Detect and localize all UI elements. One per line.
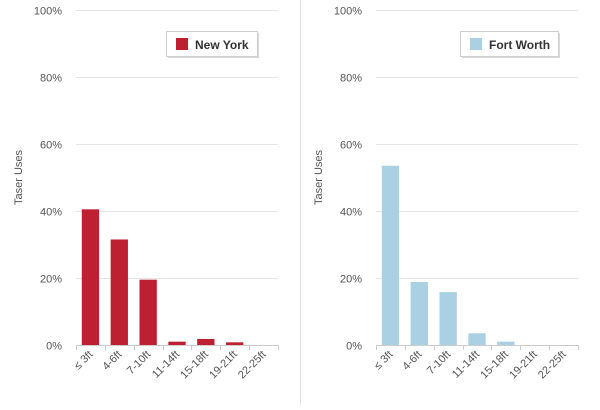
y-tick-label: 20%	[40, 274, 62, 286]
legend: Fort Worth	[460, 31, 560, 58]
x-tick-label: 22-25ft	[536, 349, 569, 382]
bar-2	[110, 239, 128, 345]
bar-2	[410, 282, 428, 345]
y-tick-label: 40%	[40, 207, 62, 219]
x-tick-label: 15-18ft	[478, 349, 511, 382]
y-tick-label: 0%	[46, 341, 62, 353]
bar-5	[197, 338, 215, 345]
legend: New York	[166, 31, 259, 58]
legend-swatch	[176, 38, 188, 50]
x-tick-label: 4-6ft	[100, 349, 124, 373]
legend-box	[166, 31, 258, 57]
x-tick-label: 19-21ft	[507, 349, 540, 382]
x-tick-label: 4-6ft	[400, 349, 424, 373]
x-tick-label: 7-10ft	[125, 349, 153, 377]
legend-label: New York	[195, 38, 249, 52]
x-tick-label: ≤ 3ft	[372, 349, 396, 373]
x-tick-label: 22-25ft	[236, 349, 269, 382]
bar-1	[381, 165, 400, 345]
y-tick-label: 20%	[340, 274, 362, 286]
y-axis-title: Taser Uses	[313, 149, 325, 205]
x-tick-label: ≤ 3ft	[72, 349, 96, 373]
y-tick-label: 80%	[340, 73, 362, 85]
legend-swatch	[470, 38, 482, 50]
bar-6	[226, 342, 244, 345]
x-tick-label: 11-14ft	[450, 349, 482, 381]
chart-panel-1: 0% 20% 40% 60% 80% 100% Taser Uses ≤ 3ft 4-6ft 7-…	[13, 6, 279, 382]
x-tick-label: 15-18ft	[178, 349, 211, 382]
x-tick-label: 19-21ft	[207, 349, 240, 382]
y-tick-label: 0%	[346, 341, 362, 353]
x-tick-label: 7-10ft	[425, 349, 453, 377]
y-tick-label: 40%	[340, 207, 362, 219]
y-tick-label: 100%	[34, 6, 62, 18]
bar-4	[168, 341, 186, 345]
x-tick-label: 11-14ft	[150, 349, 182, 381]
y-axis-title: Taser Uses	[13, 149, 25, 205]
y-tick-label: 80%	[40, 73, 62, 85]
bar-3	[139, 279, 157, 345]
y-tick-label: 100%	[334, 6, 362, 18]
legend-label: Fort Worth	[489, 38, 550, 52]
bar-4	[468, 333, 486, 345]
chart-panel-2: 0% 20% 40% 60% 80% 100% Taser Uses ≤ 3ft 4-6ft 7-…	[313, 6, 579, 382]
y-tick-label: 60%	[40, 140, 62, 152]
bar-1	[81, 209, 100, 345]
bar-5	[497, 341, 515, 345]
bar-3	[439, 292, 457, 345]
y-tick-label: 60%	[340, 140, 362, 152]
